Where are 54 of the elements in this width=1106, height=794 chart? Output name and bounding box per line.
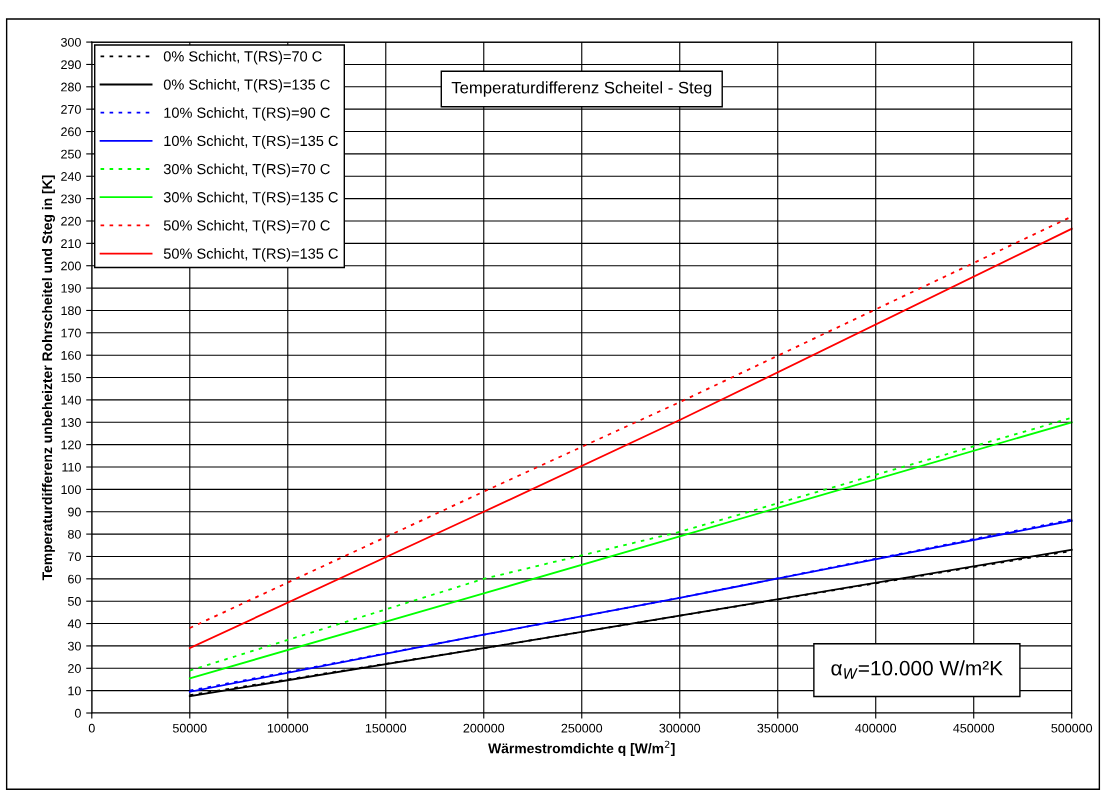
y-tick-label: 290	[61, 60, 81, 70]
y-tick-label: 190	[61, 283, 81, 293]
y-tick-label: 40	[67, 619, 81, 629]
x-tick-label: 150000	[365, 723, 407, 733]
y-tick-label: 130	[61, 418, 81, 427]
x-tick-label: 300000	[659, 723, 701, 733]
x-tick-label: 250000	[561, 723, 603, 733]
x-tick-label: 200000	[463, 723, 505, 733]
y-tick-label: 70	[68, 552, 81, 562]
annotation: α$_{W}$=10.000 W/m²K	[831, 660, 1003, 679]
y-tick-label: 170	[61, 328, 81, 338]
x-tick-label: 450000	[953, 723, 995, 733]
legend-label: 50% Schicht, T(RS)=135 C	[163, 248, 338, 262]
y-tick-label: 50	[67, 596, 81, 606]
y-tick-label: 10	[68, 686, 81, 696]
legend-label: 0% Schicht, T(RS)=135 C	[163, 79, 330, 93]
y-tick-label: 0	[74, 708, 81, 718]
y-tick-label: 260	[61, 127, 81, 137]
legend-label: 30% Schicht, T(RS)=135 C	[163, 191, 338, 206]
y-tick-label: 250	[61, 149, 81, 159]
legend-label: 10% Schicht, T(RS)=135 C	[164, 135, 338, 149]
y-tick-label: 240	[61, 172, 81, 181]
y-axis-title: Temperaturdifferenz unbeheizter Rohrscheitel und Steg in [K]	[41, 175, 55, 581]
y-tick-label: 80	[68, 529, 81, 539]
y-tick-label: 60	[68, 574, 81, 584]
y-tick-label: 280	[61, 82, 81, 92]
y-tick-label: 230	[61, 194, 81, 204]
y-tick-label: 270	[61, 104, 81, 114]
y-tick-label: 120	[61, 440, 81, 450]
y-tick-label: 220	[61, 216, 81, 226]
y-tick-label: 140	[61, 395, 81, 405]
y-tick-label: 90	[68, 507, 81, 517]
x-axis-title: Wärmestromdichte q [W/m$^{2}$]	[488, 740, 675, 757]
x-tick-label: 500000	[1051, 723, 1093, 733]
y-tick-label: 30	[67, 641, 81, 651]
x-tick-label: 350000	[757, 723, 799, 733]
x-tick-label: 0	[88, 723, 95, 733]
y-tick-label: 110	[62, 462, 81, 472]
y-tick-label: 200	[61, 261, 81, 271]
y-tick-label: 180	[61, 306, 81, 316]
x-tick-label: 50000	[172, 723, 207, 733]
x-tick-label: 100000	[267, 723, 309, 733]
y-tick-label: 160	[61, 350, 81, 360]
y-tick-label: 210	[61, 239, 81, 249]
y-tick-label: 20	[68, 664, 81, 673]
legend-label: 10% Schicht, T(RS)=90 C	[164, 107, 330, 121]
x-tick-label: 400000	[855, 723, 897, 733]
text: Temperaturdifferenz Scheitel - Steg	[451, 81, 712, 97]
legend-label: 30% Schicht, T(RS)=70 C	[163, 163, 330, 178]
y-tick-label: 300	[61, 37, 81, 47]
legend-label: 50% Schicht, T(RS)=70 C	[163, 219, 330, 234]
y-tick-label: 150	[61, 373, 81, 383]
y-tick-label: 100	[61, 485, 81, 495]
legend-label: 0% Schicht, T(RS)=70 C	[163, 50, 322, 65]
